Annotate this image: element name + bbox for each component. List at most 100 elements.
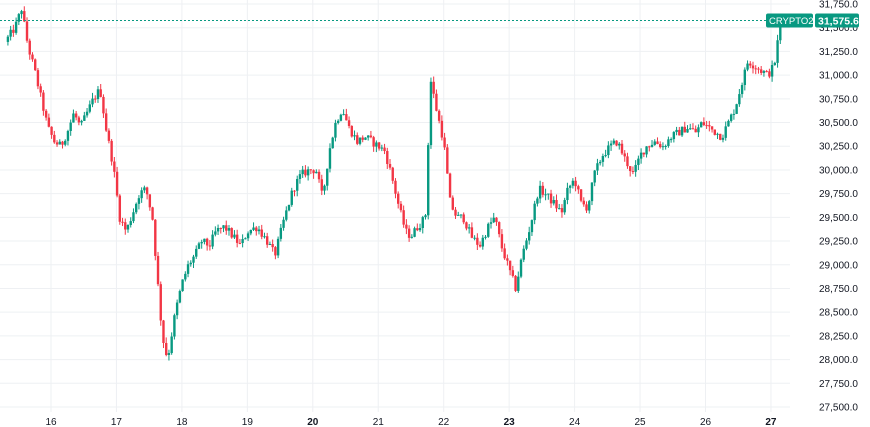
candle-down: [102, 94, 105, 118]
candle-up: [334, 119, 337, 142]
candle-body: [386, 151, 389, 164]
candle-down: [230, 227, 233, 239]
candle-body: [306, 169, 310, 176]
candle-up: [517, 271, 520, 293]
candle-body: [457, 214, 460, 216]
candle-up: [80, 119, 83, 126]
candle-body: [20, 11, 23, 15]
candle-body: [290, 190, 293, 205]
candle-body: [517, 276, 520, 291]
candle-body: [115, 171, 119, 196]
candle-up: [203, 238, 206, 245]
candle-down: [757, 66, 760, 74]
candle-body: [407, 228, 411, 238]
candle-body: [96, 89, 100, 99]
candle-up: [241, 234, 244, 248]
candle-up: [634, 160, 637, 177]
candle-up: [598, 159, 602, 166]
candle-up: [326, 168, 329, 191]
candle-up: [457, 211, 460, 216]
time-axis[interactable]: 16 17 18 19 20 21 22 23 24 25 26 27: [45, 417, 777, 427]
candle-up: [484, 235, 487, 240]
candle-body: [369, 135, 373, 138]
candle-body: [110, 140, 113, 162]
candle-body: [432, 81, 435, 94]
candle-body: [320, 179, 323, 191]
candle-body: [356, 135, 359, 144]
candle-up: [126, 224, 130, 233]
candle-up: [189, 260, 192, 267]
candle-body: [749, 63, 752, 66]
candle-body: [77, 117, 81, 123]
x-tick-label: 18: [176, 417, 188, 427]
candle-body: [500, 234, 504, 249]
candle-up: [729, 113, 733, 123]
candle-body: [667, 139, 670, 146]
candle-body: [53, 134, 56, 143]
candle-body: [506, 258, 509, 261]
candle-body: [358, 137, 362, 144]
candle-body: [334, 122, 337, 138]
candle-up: [91, 92, 94, 108]
x-tick-label: 23: [504, 417, 516, 427]
y-tick-label: 29,750.0: [819, 189, 858, 200]
candle-body: [85, 111, 89, 116]
candle-body: [143, 187, 146, 191]
candle-body: [192, 256, 195, 263]
candle-up: [604, 149, 607, 158]
candle-body: [648, 146, 651, 148]
candle-down: [443, 132, 446, 150]
candle-down: [94, 95, 97, 103]
candle-body: [669, 139, 673, 141]
candle-down: [110, 139, 113, 166]
candle-body: [558, 208, 561, 210]
candle-body: [528, 232, 531, 241]
candle-body: [620, 143, 624, 154]
candle-down: [451, 195, 454, 211]
candle-body: [762, 71, 766, 73]
candle-body: [547, 193, 550, 195]
candle-up: [276, 236, 280, 259]
candle-body: [328, 148, 332, 169]
candle-body: [604, 155, 607, 157]
candle-up: [481, 234, 485, 250]
candle-up: [58, 139, 61, 145]
candle-up: [533, 200, 536, 225]
candle-down: [454, 207, 457, 219]
candle-body: [173, 315, 176, 337]
candle-up: [279, 224, 283, 242]
candle-body: [697, 127, 700, 133]
candle-up: [618, 142, 621, 150]
candle-up: [530, 219, 534, 236]
candle-body: [454, 209, 457, 216]
candle-body: [465, 222, 468, 229]
candle-body: [637, 158, 640, 165]
candle-down: [462, 212, 465, 225]
price-axis[interactable]: 27,500.0 27,750.0 28,000.0 28,250.0 28,500.0…: [819, 0, 858, 414]
candle-down: [440, 115, 444, 141]
x-tick-label: 27: [765, 417, 777, 427]
candle-body: [628, 166, 632, 172]
candle-body: [36, 70, 40, 87]
candle-body: [686, 128, 689, 133]
candle-up: [568, 184, 572, 194]
x-tick-label: 26: [700, 417, 712, 427]
candle-up: [181, 279, 184, 292]
candle-up: [721, 134, 725, 143]
candle-body: [489, 222, 493, 224]
candle-body: [473, 237, 476, 239]
candle-up: [366, 135, 370, 141]
candle-body: [287, 204, 291, 211]
candle-body: [678, 129, 681, 136]
candle-body: [309, 169, 313, 171]
candle-body: [162, 320, 165, 343]
candle-up: [607, 141, 610, 159]
candle-up: [519, 258, 523, 279]
candle-up: [140, 187, 143, 203]
candle-body: [151, 207, 154, 220]
candle-body: [331, 137, 334, 149]
candle-body: [181, 279, 184, 292]
candle-body: [549, 193, 553, 204]
y-tick-label: 30,500.0: [819, 118, 858, 129]
